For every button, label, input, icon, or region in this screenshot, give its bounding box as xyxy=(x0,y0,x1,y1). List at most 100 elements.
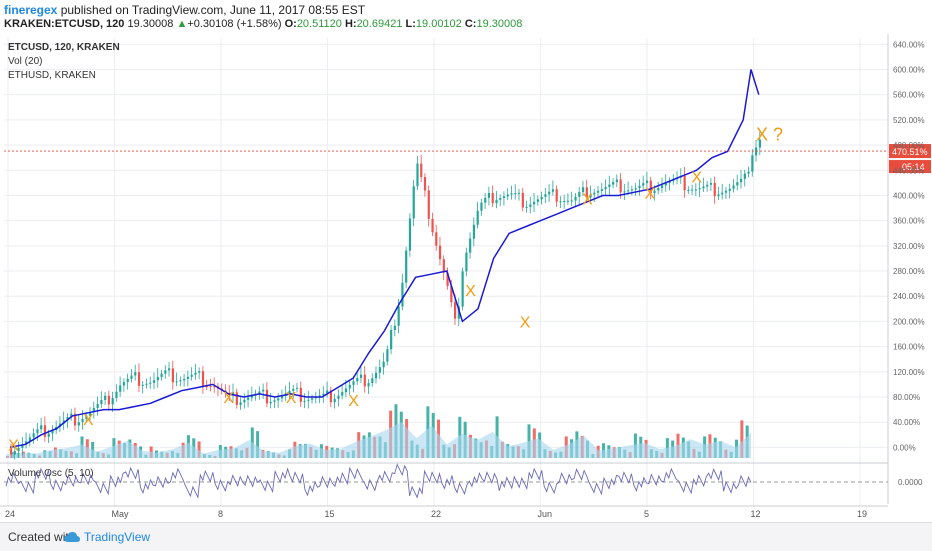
y-tick-label: 160.00% xyxy=(893,343,925,352)
change-value: +0.30108 (+1.58%) xyxy=(187,18,282,30)
y-axis[interactable]: 640.00% 600.00% 560.00% 520.00% 480.00% 440.0… xyxy=(887,34,925,504)
candle-body xyxy=(570,200,573,202)
candle-body xyxy=(137,372,141,386)
x-marker: X xyxy=(83,412,94,429)
x-markers: X X X X X X X X X X X ? xyxy=(8,124,783,454)
candle-body xyxy=(168,368,171,371)
legend-osc: Volume Osc (5, 10) xyxy=(8,468,94,479)
candle-body xyxy=(89,412,92,416)
chart-canvas[interactable]: X X X X X X X X X X X ? 470.51% 05:14 640.00% 600.00… xyxy=(0,34,932,522)
candle-body xyxy=(724,190,728,193)
author-link[interactable]: fineregex xyxy=(4,3,58,17)
candle-body xyxy=(747,171,750,174)
candle-body xyxy=(122,382,126,386)
candle-body xyxy=(152,380,156,383)
ohlc-line: KRAKEN:ETCUSD, 120 19.30008 ▲+0.30108 (+… xyxy=(4,18,522,30)
candle-body xyxy=(186,376,190,379)
candle-body xyxy=(608,184,611,188)
candle-body xyxy=(341,392,344,396)
candle-body xyxy=(344,388,348,393)
x-marker: X xyxy=(8,437,19,454)
x-axis[interactable]: 24 May 8 15 22 Jun 5 12 19 xyxy=(0,505,888,519)
candle-body xyxy=(183,378,186,381)
candle-body xyxy=(190,374,193,377)
candle-body xyxy=(683,175,686,191)
y-tick-label: 400.00% xyxy=(893,191,925,200)
candle-body xyxy=(326,390,329,394)
candle-body xyxy=(454,302,457,319)
y-tick-label: 520.00% xyxy=(893,116,925,125)
candle-body xyxy=(574,196,577,201)
x-tick-label: 8 xyxy=(218,509,223,519)
publish-line: fineregex published on TradingView.com, … xyxy=(4,3,365,17)
y-tick-label: 0.00% xyxy=(893,443,916,452)
candle-body xyxy=(43,425,47,437)
y-tick-label: 40.00% xyxy=(893,418,920,427)
x-tick-label: 24 xyxy=(5,509,15,519)
candle-body xyxy=(589,194,592,198)
candle-body xyxy=(717,194,720,197)
candle-body xyxy=(100,400,103,405)
osc-tick-label: 0.0000 xyxy=(898,478,923,487)
candle-body xyxy=(559,201,562,203)
candle-body xyxy=(141,384,144,386)
candle-body xyxy=(70,413,73,418)
candle-body xyxy=(258,391,261,394)
candle-body xyxy=(318,395,321,397)
tradingview-link[interactable]: TradingView xyxy=(84,530,151,544)
candle-body xyxy=(548,191,551,195)
x-marker: X xyxy=(645,185,656,202)
close-label: C: xyxy=(464,18,477,30)
candle-body xyxy=(149,382,152,384)
open-label: O: xyxy=(284,18,297,30)
legend-vol: Vol (20) xyxy=(8,56,42,67)
candle-body xyxy=(269,401,272,404)
x-marker: X xyxy=(348,393,359,410)
y-tick-label: 360.00% xyxy=(893,217,925,226)
change-arrow-icon: ▲ xyxy=(176,18,188,30)
candle-body xyxy=(536,199,539,202)
y-tick-label: 120.00% xyxy=(893,368,925,377)
candle-body xyxy=(21,444,24,448)
candle-body xyxy=(160,373,163,377)
candle-body xyxy=(476,210,479,225)
candle-body xyxy=(205,386,208,388)
candle-body xyxy=(111,398,114,405)
candle-body xyxy=(10,447,13,455)
candle-body xyxy=(627,190,630,192)
y-tick-label: 280.00% xyxy=(893,267,925,276)
candle-body xyxy=(348,384,351,389)
candle-body xyxy=(540,196,543,200)
x-tick-label: 15 xyxy=(325,509,335,519)
volume-ma-area xyxy=(6,422,751,458)
candle-body xyxy=(604,187,607,190)
candle-body xyxy=(450,286,453,303)
tradingview-cloud-icon xyxy=(64,530,80,548)
price-tags: 470.51% 05:14 xyxy=(4,144,931,174)
candle-body xyxy=(277,398,280,401)
etc-candles xyxy=(10,130,761,460)
published-text: published on TradingView.com, June 11, 2… xyxy=(60,3,366,17)
candle-body xyxy=(563,200,566,202)
candle-body xyxy=(660,185,664,189)
osc-line xyxy=(5,463,752,499)
candle-body xyxy=(13,451,16,455)
candle-body xyxy=(104,395,107,401)
candle-body xyxy=(295,387,299,389)
candle-body xyxy=(732,185,735,189)
high-value: 20.69421 xyxy=(356,18,403,30)
y-tick-label: 640.00% xyxy=(893,40,925,49)
price-tag-bg xyxy=(889,144,931,159)
candle-body xyxy=(96,404,99,409)
candle-body xyxy=(374,372,378,379)
candle-body xyxy=(649,180,652,194)
candle-body xyxy=(25,441,28,445)
low-value: 19.00102 xyxy=(415,18,462,30)
x-tick-label: 22 xyxy=(431,509,441,519)
candle-body xyxy=(427,190,430,219)
candle-body xyxy=(544,194,547,197)
candle-body xyxy=(47,433,50,437)
candle-body xyxy=(736,182,739,186)
candle-body xyxy=(751,155,754,172)
candle-body xyxy=(397,306,400,326)
